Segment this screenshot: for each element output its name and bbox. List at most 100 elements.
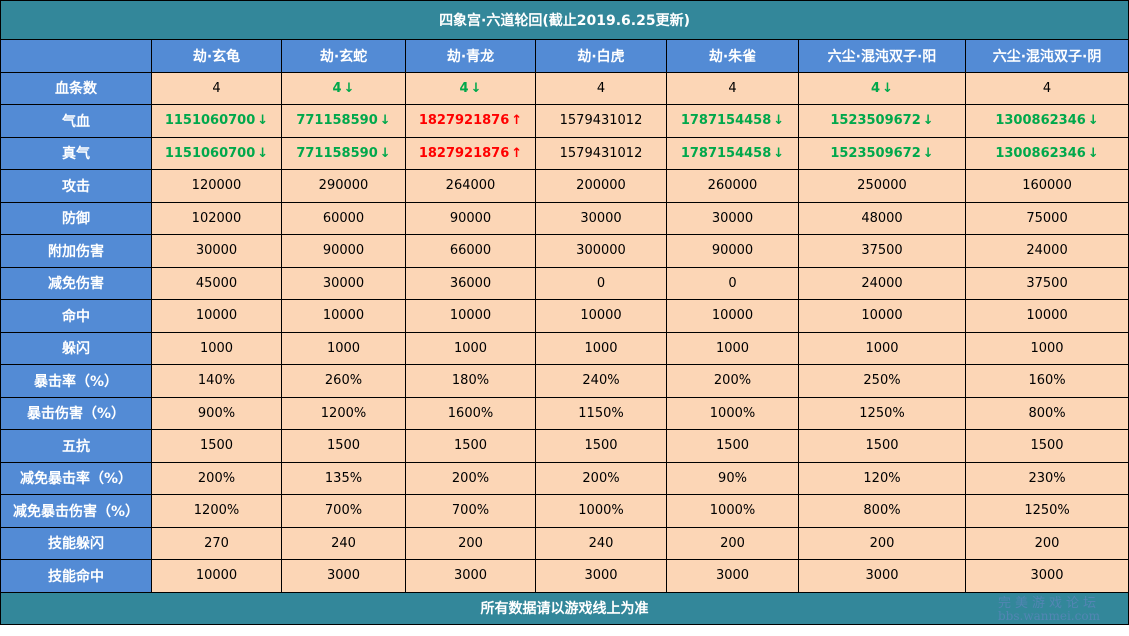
cell-value: 1500 <box>865 438 899 454</box>
cell-value: 160% <box>1028 373 1066 389</box>
header-corner <box>0 39 152 73</box>
cell-value: 90000 <box>449 210 492 226</box>
table-cell: 200 <box>666 526 799 560</box>
table-cell: 1300862346 ↓ <box>964 104 1129 138</box>
cell-value: 1500 <box>584 438 618 454</box>
cell-value: 4 <box>871 80 881 96</box>
cell-value: 200% <box>451 470 490 486</box>
table-cell: 200% <box>151 461 282 495</box>
table-cell: 1000 <box>281 331 406 365</box>
cell-value: 102000 <box>191 210 242 226</box>
arrow-down-icon: ↓ <box>1087 113 1099 129</box>
cell-value: 10000 <box>195 568 238 584</box>
arrow-down-icon: ↓ <box>1087 145 1099 161</box>
column-header: 劫·白虎 <box>535 39 667 73</box>
table-cell: 260% <box>281 364 406 398</box>
cell-value: 200% <box>713 373 752 389</box>
arrow-down-icon: ↓ <box>343 80 355 96</box>
table-cell: 1300862346 ↓ <box>964 136 1129 170</box>
cell-value: 90000 <box>711 243 754 259</box>
table-cell: 120000 <box>151 169 282 203</box>
cell-value: 250% <box>863 373 901 389</box>
table-row: 五抗 1500 1500 1500 1500 1500 1500 1500 <box>0 429 1129 463</box>
table-cell: 10000 <box>666 299 799 333</box>
table-row: 减免伤害 45000 30000 36000 0 0 24000 37500 <box>0 266 1129 300</box>
table-cell: 270 <box>151 526 282 560</box>
table-cell: 4 <box>666 71 799 105</box>
cell-value: 10000 <box>1026 308 1068 324</box>
cell-value: 1787154458 <box>680 145 772 161</box>
cell-value: 3000 <box>326 568 361 584</box>
cell-value: 1500 <box>1030 438 1064 454</box>
table-cell: 300000 <box>535 234 667 268</box>
table-footer: 所有数据请以游戏线上为准 <box>0 591 1129 625</box>
table-cell: 200% <box>666 364 799 398</box>
column-header: 劫·玄蛇 <box>281 39 406 73</box>
cell-value: 180% <box>451 373 490 389</box>
table-cell: 800% <box>798 494 966 528</box>
table-cell: 700% <box>281 494 406 528</box>
header-row: 劫·玄龟 劫·玄蛇 劫·青龙 劫·白虎 劫·朱雀 六尘·混沌双子·阳 六尘·混沌双子·阴 <box>0 39 1129 73</box>
cell-value: 90000 <box>322 243 365 259</box>
table-cell: 102000 <box>151 201 282 235</box>
column-header: 六尘·混沌双子·阴 <box>964 39 1129 73</box>
cell-value: 30000 <box>711 210 754 226</box>
row-label: 技能躲闪 <box>0 526 152 560</box>
table-cell: 1827921876 ↑ <box>405 136 536 170</box>
cell-value: 1827921876 <box>418 145 510 161</box>
table-cell: 1000% <box>666 494 799 528</box>
cell-value: 260000 <box>707 178 758 194</box>
cell-value: 700% <box>451 503 490 519</box>
table-row: 躲闪 1000 1000 1000 1000 1000 1000 1000 <box>0 331 1129 365</box>
arrow-down-icon: ↓ <box>922 113 934 129</box>
cell-value: 140% <box>197 373 236 389</box>
cell-value: 0 <box>728 275 737 291</box>
cell-value: 300000 <box>576 243 626 259</box>
table-cell: 290000 <box>281 169 406 203</box>
cell-value: 270 <box>204 535 229 551</box>
cell-value: 3000 <box>865 568 899 584</box>
cell-value: 160000 <box>1022 178 1072 194</box>
cell-value: 240 <box>588 535 614 551</box>
table-cell: 24000 <box>964 234 1129 268</box>
row-label: 附加伤害 <box>0 234 152 268</box>
cell-value: 1500 <box>453 438 488 454</box>
cell-value: 60000 <box>322 210 365 226</box>
cell-value: 1500 <box>715 438 750 454</box>
cell-value: 1600% <box>447 405 494 421</box>
cell-value: 3000 <box>715 568 750 584</box>
table-cell: 4 ↓ <box>281 71 406 105</box>
cell-value: 10000 <box>711 308 754 324</box>
table-cell: 0 <box>666 266 799 300</box>
row-label: 命中 <box>0 299 152 333</box>
cell-value: 200 <box>458 535 483 551</box>
table-cell: 10000 <box>798 299 966 333</box>
cell-value: 37500 <box>861 243 903 259</box>
table-cell: 1151060700 ↓ <box>151 104 282 138</box>
cell-value: 75000 <box>1026 210 1068 226</box>
cell-value: 800% <box>1028 405 1066 421</box>
table-cell: 1500 <box>666 429 799 463</box>
table-cell: 10000 <box>405 299 536 333</box>
row-label: 气血 <box>0 104 152 138</box>
table-cell: 264000 <box>405 169 536 203</box>
cell-value: 1500 <box>326 438 361 454</box>
table-cell: 10000 <box>151 299 282 333</box>
cell-value: 771158590 <box>296 113 378 129</box>
table-cell: 771158590 ↓ <box>281 136 406 170</box>
cell-value: 260% <box>324 373 363 389</box>
cell-value: 700% <box>324 503 363 519</box>
table-cell: 200 <box>798 526 966 560</box>
cell-value: 200% <box>582 470 620 486</box>
cell-value: 1000 <box>865 340 899 356</box>
cell-value: 290000 <box>318 178 369 194</box>
table-cell: 1787154458 ↓ <box>666 136 799 170</box>
cell-value: 66000 <box>449 243 492 259</box>
cell-value: 0 <box>596 275 606 291</box>
cell-value: 10000 <box>861 308 903 324</box>
cell-value: 3000 <box>453 568 488 584</box>
table-cell: 4 ↓ <box>798 71 966 105</box>
row-label: 防御 <box>0 201 152 235</box>
cell-value: 10000 <box>195 308 238 324</box>
